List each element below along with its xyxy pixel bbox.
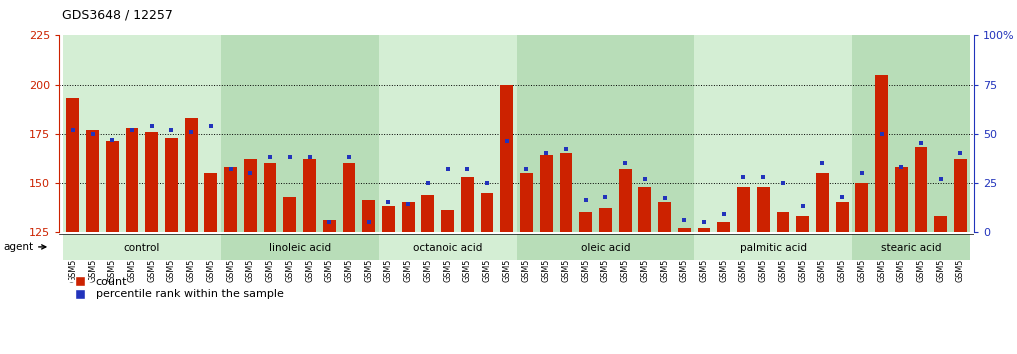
- Bar: [461, 177, 474, 232]
- Bar: [520, 173, 533, 232]
- Bar: [204, 173, 218, 232]
- Bar: [185, 118, 197, 232]
- Bar: [322, 220, 336, 232]
- Bar: [441, 210, 454, 232]
- Bar: [816, 173, 829, 232]
- Bar: [378, 234, 517, 260]
- Text: octanoic acid: octanoic acid: [413, 243, 482, 253]
- Text: stearic acid: stearic acid: [881, 243, 942, 253]
- Bar: [737, 187, 750, 232]
- Bar: [559, 153, 573, 232]
- Text: control: control: [124, 243, 160, 253]
- Bar: [855, 183, 869, 232]
- Bar: [66, 98, 79, 232]
- Text: oleic acid: oleic acid: [581, 243, 631, 253]
- Bar: [145, 132, 158, 232]
- Bar: [580, 212, 592, 232]
- Bar: [421, 195, 434, 232]
- Bar: [639, 187, 651, 232]
- Bar: [796, 216, 810, 232]
- Bar: [954, 159, 967, 232]
- Bar: [618, 169, 632, 232]
- Bar: [263, 163, 277, 232]
- Text: linoleic acid: linoleic acid: [268, 243, 331, 253]
- Bar: [517, 234, 695, 260]
- Bar: [244, 159, 256, 232]
- Bar: [221, 35, 378, 232]
- Bar: [378, 35, 517, 232]
- Bar: [284, 196, 296, 232]
- Bar: [303, 159, 316, 232]
- Bar: [695, 35, 852, 232]
- Bar: [63, 35, 221, 232]
- Bar: [221, 234, 378, 260]
- Bar: [914, 147, 928, 232]
- Text: GDS3648 / 12257: GDS3648 / 12257: [62, 8, 173, 22]
- Bar: [717, 222, 730, 232]
- Bar: [362, 200, 375, 232]
- Bar: [343, 163, 355, 232]
- Bar: [500, 85, 514, 232]
- Bar: [402, 202, 415, 232]
- Bar: [517, 35, 695, 232]
- Legend: count, percentile rank within the sample: count, percentile rank within the sample: [64, 273, 288, 304]
- Bar: [106, 142, 119, 232]
- Bar: [599, 208, 612, 232]
- Bar: [852, 35, 970, 232]
- Bar: [540, 155, 552, 232]
- Bar: [895, 167, 908, 232]
- Bar: [876, 75, 888, 232]
- Bar: [125, 128, 138, 232]
- Bar: [695, 234, 852, 260]
- Bar: [777, 212, 789, 232]
- Bar: [757, 187, 770, 232]
- Bar: [678, 228, 691, 232]
- Text: agent: agent: [3, 242, 46, 252]
- Bar: [165, 138, 178, 232]
- Text: palmitic acid: palmitic acid: [739, 243, 806, 253]
- Bar: [836, 202, 848, 232]
- Bar: [382, 206, 395, 232]
- Bar: [658, 202, 671, 232]
- Bar: [224, 167, 237, 232]
- Bar: [63, 234, 221, 260]
- Bar: [935, 216, 947, 232]
- Bar: [852, 234, 970, 260]
- Bar: [698, 228, 711, 232]
- Bar: [481, 193, 493, 232]
- Bar: [86, 130, 99, 232]
